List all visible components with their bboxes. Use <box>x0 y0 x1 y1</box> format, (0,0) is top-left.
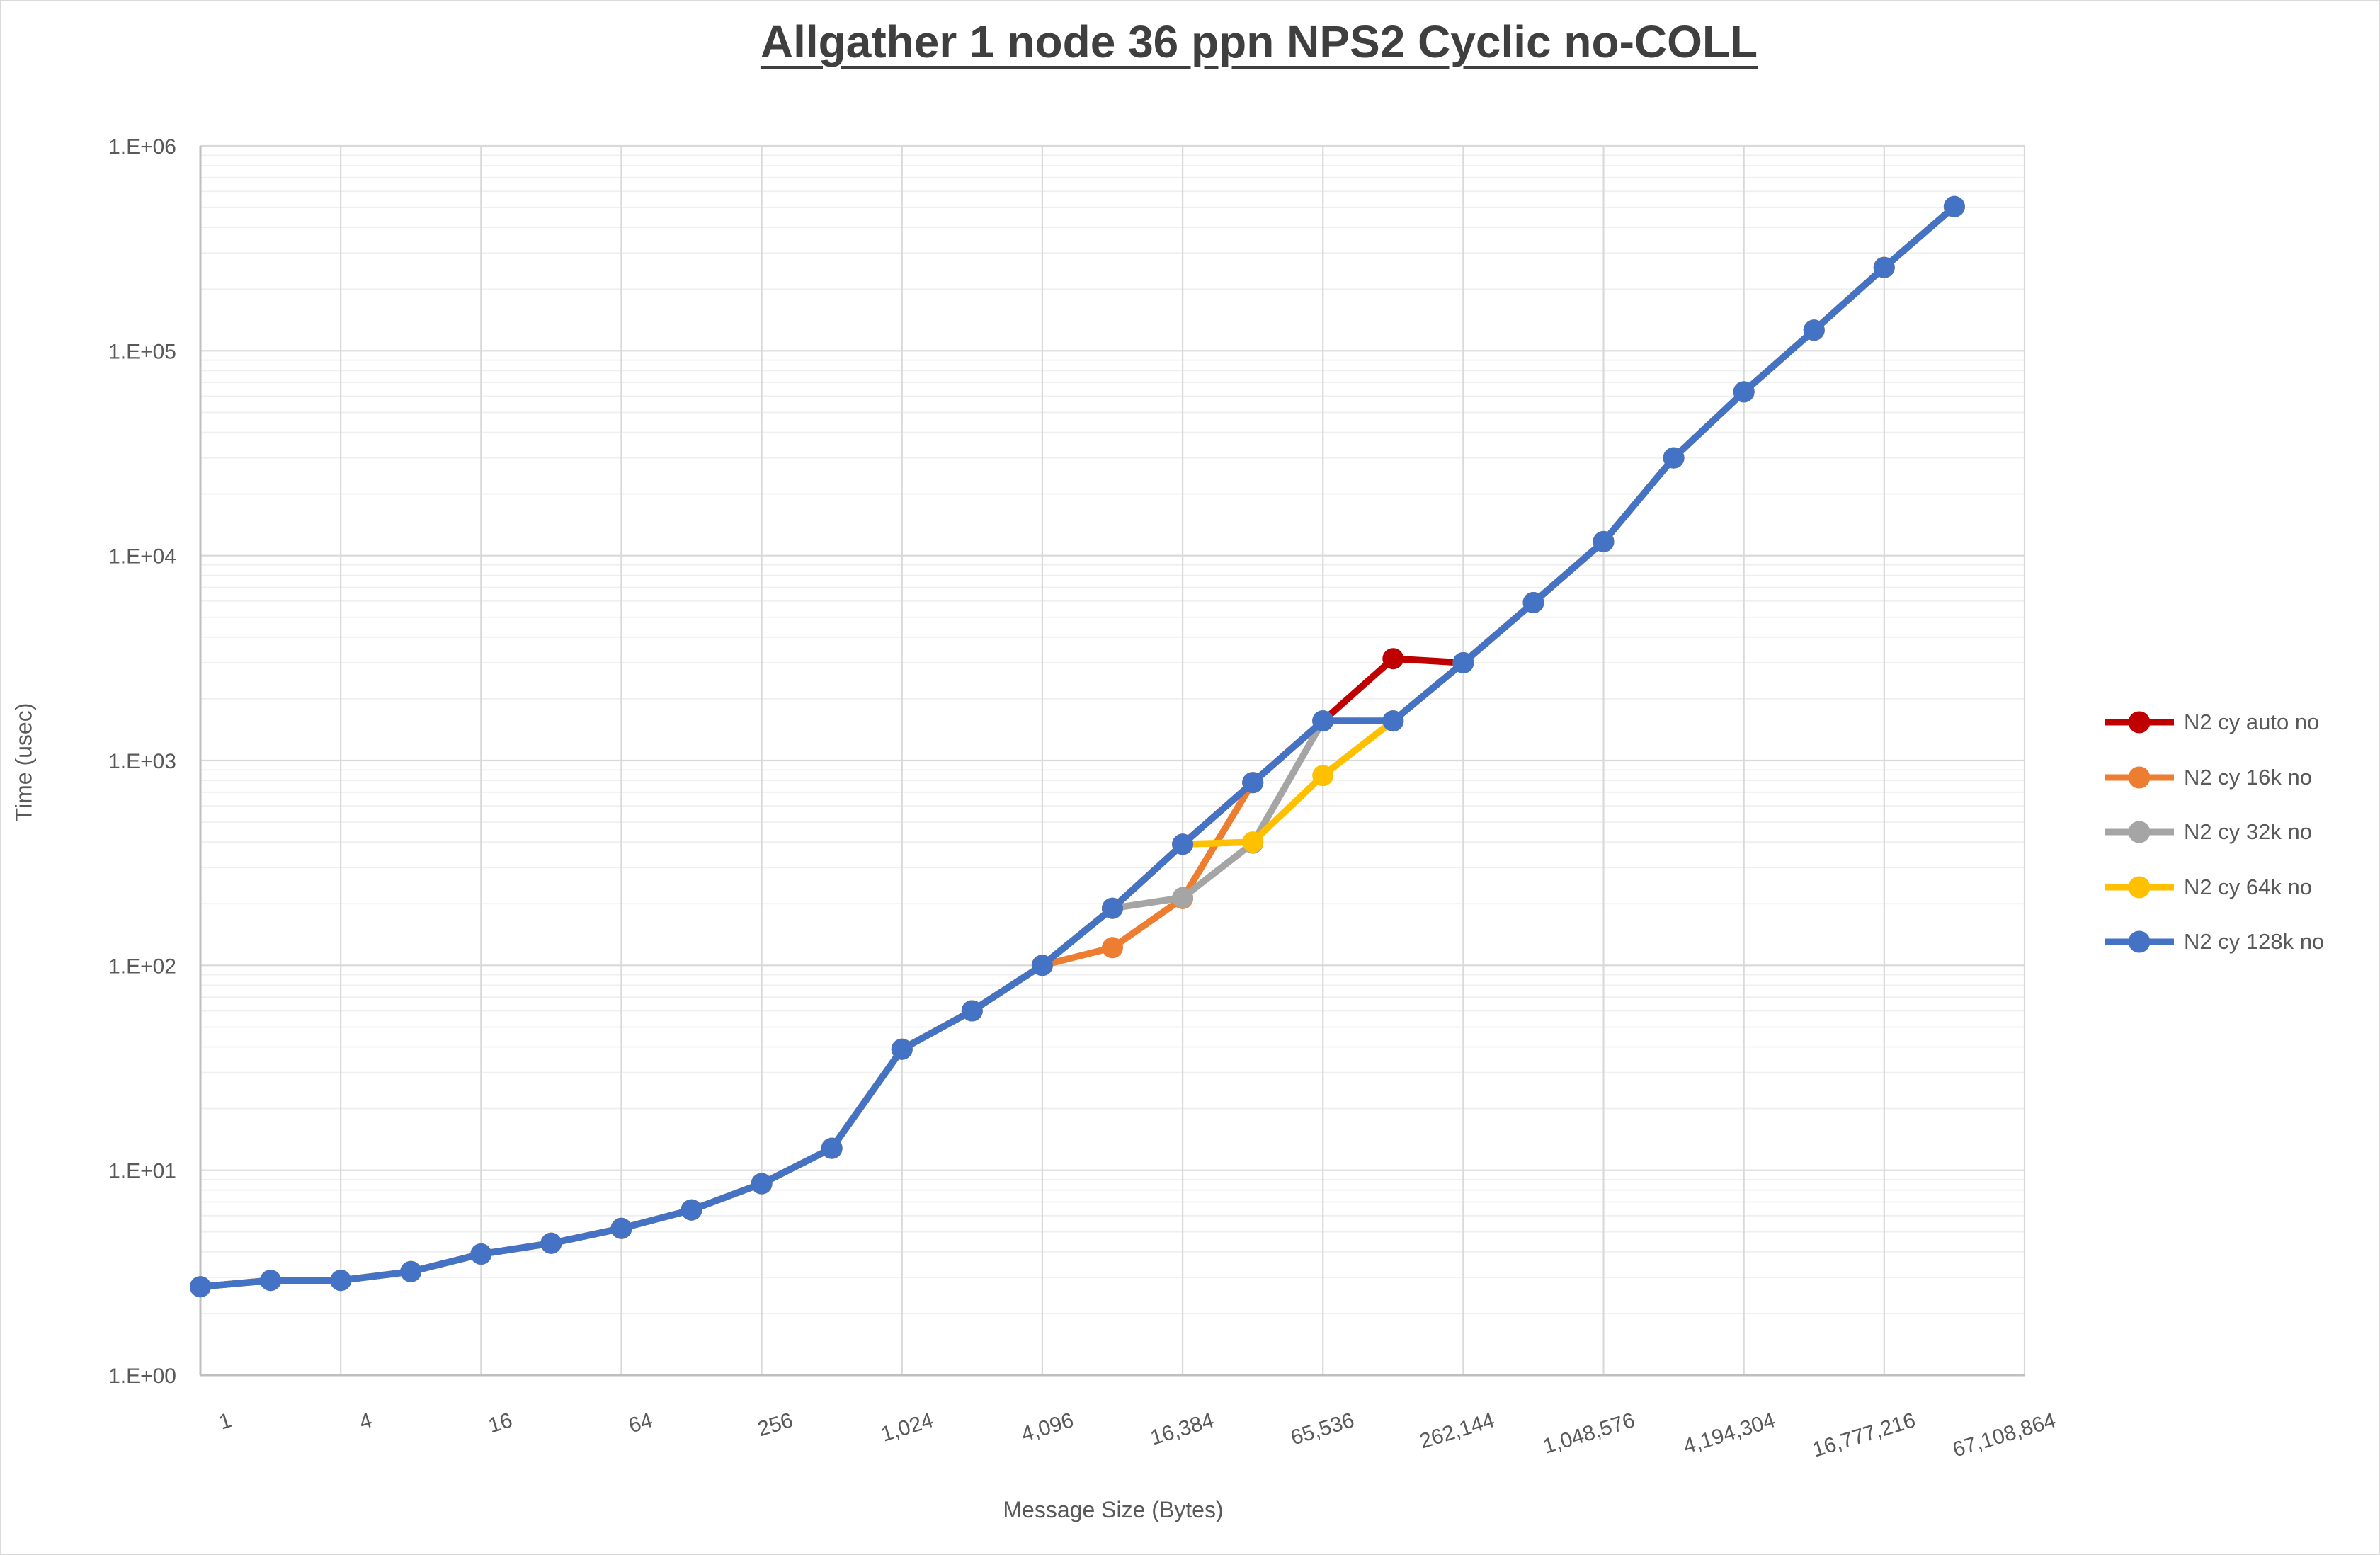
legend-marker-icon <box>2105 766 2174 788</box>
data-point-marker <box>1943 195 1965 217</box>
data-point-marker <box>610 1217 632 1239</box>
legend-item-label: N2 cy 32k no <box>2184 819 2312 844</box>
legend-item-n2-cy-16k-no: N2 cy 16k no <box>2103 762 2312 793</box>
data-point-marker <box>1242 772 1264 794</box>
y-tick-label: 1.E+03 <box>108 750 176 773</box>
data-point-marker <box>1031 955 1053 976</box>
data-point-marker <box>961 1000 983 1022</box>
legend-marker-icon <box>2105 711 2174 734</box>
legend-marker-icon <box>2105 876 2174 898</box>
legend-marker-icon <box>2105 930 2174 953</box>
data-point-marker <box>681 1199 702 1221</box>
data-point-marker <box>1382 648 1404 670</box>
data-point-marker <box>1172 887 1194 908</box>
data-point-marker <box>891 1038 913 1060</box>
legend-item-n2-cy-32k-no: N2 cy 32k no <box>2103 816 2312 848</box>
data-point-marker <box>1242 831 1264 853</box>
data-point-marker <box>1593 530 1615 552</box>
y-tick-label: 1.E+05 <box>108 340 176 363</box>
legend-item-label: N2 cy 64k no <box>2184 874 2312 899</box>
data-point-marker <box>1663 447 1685 469</box>
data-point-marker <box>540 1232 562 1254</box>
data-point-marker <box>1522 592 1544 613</box>
data-point-marker <box>1102 897 1123 919</box>
legend-marker-icon <box>2105 821 2174 843</box>
data-point-marker <box>330 1270 352 1292</box>
legend-item-n2-cy-auto-no: N2 cy auto no <box>2103 707 2319 738</box>
chart-title: Allgather 1 node 36 ppn NPS2 Cyclic no-C… <box>760 16 1758 67</box>
data-point-marker <box>400 1260 422 1282</box>
data-point-marker <box>1873 256 1895 278</box>
data-point-marker <box>821 1137 843 1159</box>
legend-item-label: N2 cy 16k no <box>2184 764 2312 790</box>
legend-item-label: N2 cy 128k no <box>2184 929 2325 954</box>
x-axis-title: Message Size (Bytes) <box>1003 1497 1224 1522</box>
y-tick-label: 1.E+02 <box>108 955 176 978</box>
data-point-marker <box>1803 319 1825 341</box>
data-point-marker <box>1733 381 1755 403</box>
data-point-marker <box>260 1270 282 1292</box>
data-point-marker <box>1452 652 1474 673</box>
y-tick-label: 1.E+01 <box>108 1160 176 1183</box>
series-line-n2-cy-128k-no <box>197 203 1958 1290</box>
legend-item-n2-cy-128k-no: N2 cy 128k no <box>2103 926 2324 957</box>
data-point-marker <box>1102 937 1123 959</box>
legend-item-label: N2 cy auto no <box>2184 710 2320 734</box>
y-tick-label: 1.E+04 <box>108 545 176 569</box>
data-point-marker <box>470 1243 492 1265</box>
data-point-marker <box>1312 710 1334 732</box>
data-point-marker <box>1312 765 1334 787</box>
legend-item-n2-cy-64k-no: N2 cy 64k no <box>2103 872 2312 903</box>
data-point-marker <box>190 1276 211 1298</box>
y-tick-label: 1.E+06 <box>108 135 176 159</box>
y-tick-label: 1.E+00 <box>108 1365 176 1388</box>
data-point-marker <box>751 1173 773 1195</box>
data-point-marker <box>1382 710 1404 732</box>
data-point-marker <box>1172 833 1194 855</box>
